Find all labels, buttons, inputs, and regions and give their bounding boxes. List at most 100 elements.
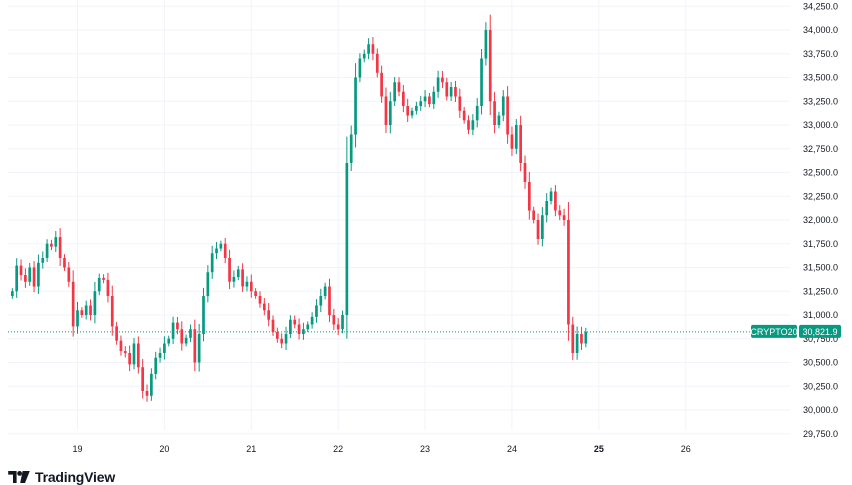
candle [336, 317, 340, 336]
candle [236, 265, 240, 281]
candle-body [371, 44, 375, 54]
candle [167, 335, 171, 347]
candle [423, 89, 427, 108]
candle [562, 208, 566, 226]
price-tick-label: 30,500.0 [803, 358, 838, 368]
candle [210, 245, 214, 280]
candle-body [123, 351, 127, 353]
candle-body [514, 125, 518, 149]
candle [163, 336, 166, 360]
candle [119, 335, 123, 356]
candle-body [136, 343, 140, 368]
candle [388, 91, 392, 134]
candle-body [245, 281, 249, 287]
candle [358, 53, 362, 83]
candle [158, 347, 162, 363]
candle-body [362, 53, 366, 59]
price-tick-label: 31,500.0 [803, 263, 838, 273]
candle [567, 201, 570, 341]
candle-body [24, 275, 27, 282]
candle-body [445, 82, 449, 97]
candle [580, 326, 583, 350]
price-axis[interactable]: 29,750.0 30,000.0 30,250.0 30,500.0 30,750.0… [803, 1, 838, 439]
candle [223, 238, 227, 264]
candle [488, 14, 492, 116]
candle [493, 91, 496, 134]
candle-body [458, 96, 462, 111]
candle-body [176, 322, 179, 330]
tradingview-wordmark: TradingView [35, 468, 116, 485]
candle [501, 90, 505, 122]
candle-body [32, 267, 36, 287]
candle-body [384, 96, 388, 125]
candle [106, 272, 110, 303]
candle [154, 351, 158, 380]
candle [276, 327, 279, 343]
candle-body [493, 101, 496, 125]
candle [436, 70, 440, 98]
candle [306, 321, 310, 333]
candle [367, 38, 370, 60]
candle-body [397, 82, 401, 92]
candle-body [549, 191, 553, 201]
candle-body [158, 353, 162, 358]
candle [302, 322, 305, 340]
candle [63, 254, 66, 271]
candle-body [80, 310, 84, 315]
price-tick-label: 32,500.0 [803, 168, 838, 178]
candle [24, 268, 27, 288]
candle-body [97, 277, 101, 292]
candle-body [375, 53, 379, 73]
candle [323, 282, 327, 300]
candle [554, 185, 557, 217]
candle-body [302, 329, 305, 334]
candle [184, 334, 188, 347]
candle-body [354, 77, 357, 135]
candle-body [584, 331, 588, 344]
candlestick-series [10, 14, 588, 402]
candle-body [54, 237, 58, 247]
candle [480, 49, 483, 115]
tradingview-branding[interactable]: TradingView [8, 468, 115, 485]
candle-body [401, 91, 405, 106]
candle-body [276, 332, 279, 339]
candle-body [336, 324, 340, 330]
candle [128, 345, 131, 372]
candle [393, 77, 397, 106]
candle [180, 321, 184, 351]
time-tick-label: 23 [420, 444, 430, 454]
candle-body [349, 134, 353, 163]
candle [462, 106, 466, 124]
time-axis[interactable]: 19 20 21 22 23 24 25 26 [73, 444, 691, 454]
candle-body [132, 343, 136, 365]
candle [50, 239, 53, 251]
candle-body [341, 315, 344, 330]
candle-body [328, 286, 331, 315]
candle [89, 299, 92, 321]
candle-body [76, 310, 79, 327]
candle [532, 206, 536, 224]
candle [410, 107, 414, 119]
candle-body [171, 322, 175, 339]
candle [575, 326, 579, 360]
candle [258, 291, 262, 308]
candle [176, 316, 179, 335]
candle-body [406, 106, 410, 116]
time-tick-label: 26 [681, 444, 691, 454]
time-tick-label: 22 [333, 444, 343, 454]
candle-body [267, 310, 271, 320]
candle-body [271, 319, 275, 333]
candle-body [358, 58, 362, 78]
candle-body [523, 163, 527, 182]
candle-body [184, 337, 188, 344]
candle [10, 288, 14, 299]
candle [76, 302, 79, 334]
candle [506, 86, 509, 144]
candle-body [323, 286, 327, 296]
candle [189, 324, 192, 343]
candle-body [236, 269, 240, 277]
candle-body [219, 243, 223, 249]
candle-body [110, 296, 114, 327]
candle-body [380, 72, 383, 97]
